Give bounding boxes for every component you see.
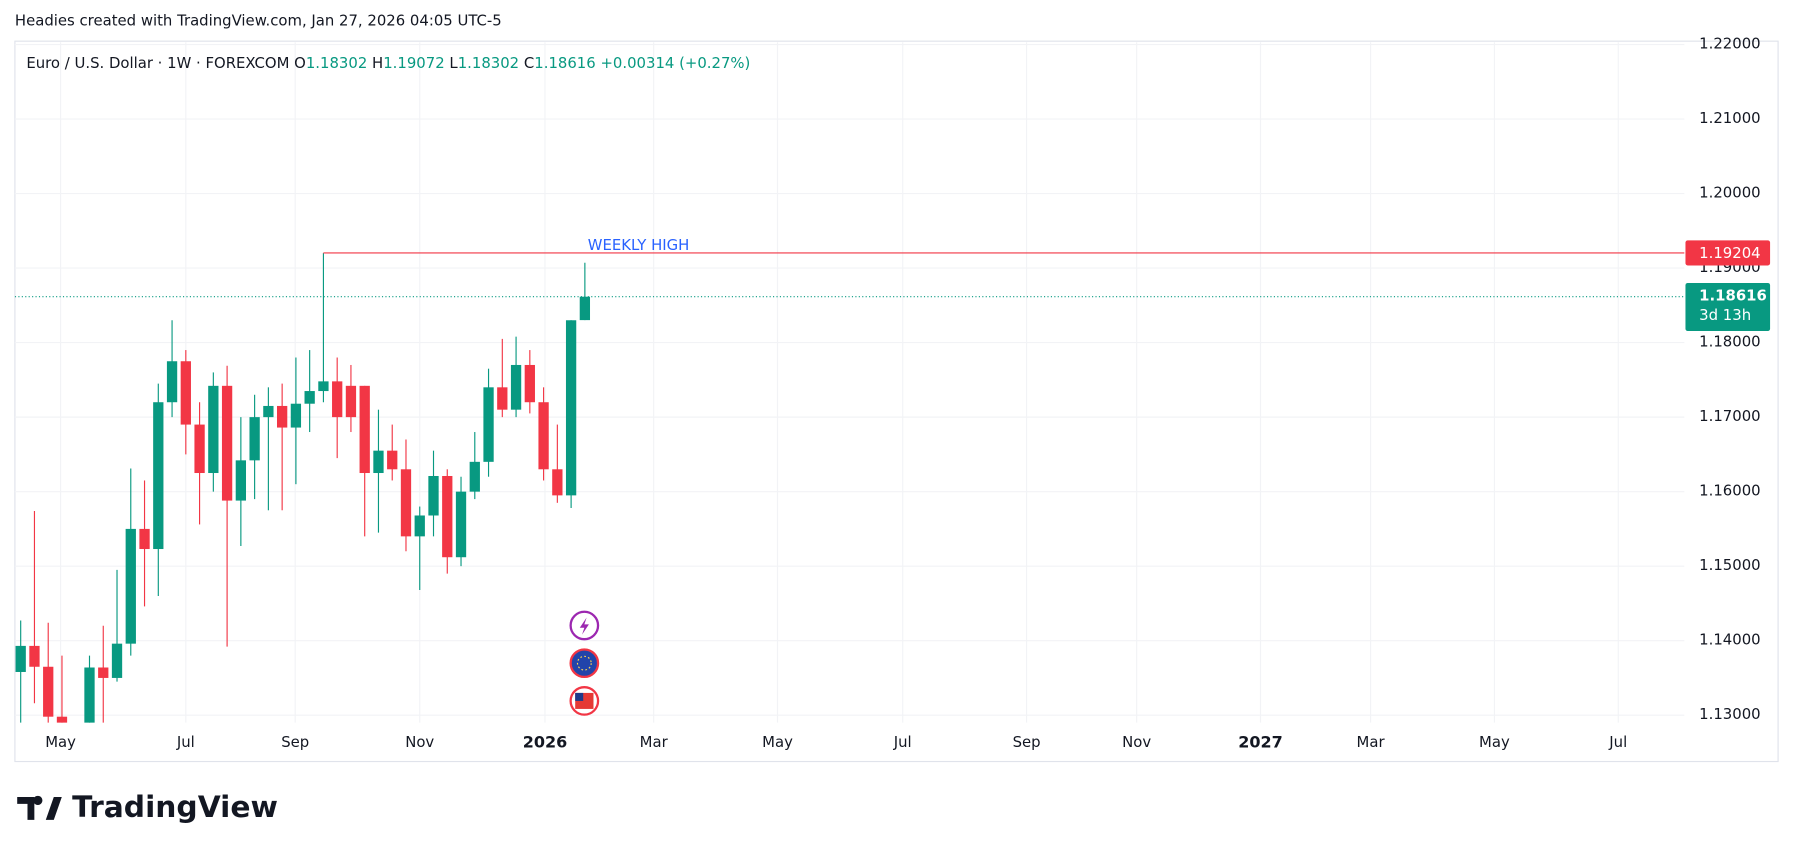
brand-logo: [17, 795, 62, 820]
candle-body: [221, 385, 233, 501]
event-icons: [569, 610, 600, 716]
candle-body: [332, 381, 343, 418]
x-tick-label: 2027: [1238, 733, 1283, 752]
price-tag-label: 1.18616: [1699, 287, 1767, 305]
candle-body: [29, 645, 40, 667]
x-tick-label: Sep: [281, 733, 309, 751]
y-tick-label: 1.21000: [1699, 109, 1760, 127]
candle-body: [373, 450, 384, 474]
candle-body: [565, 320, 577, 496]
x-tick-label: Nov: [1122, 733, 1151, 751]
candle-body: [400, 469, 412, 537]
candle-body: [84, 667, 95, 723]
candle-body: [249, 417, 260, 461]
us-flag-canton: [575, 692, 584, 701]
x-tick-label: Jul: [893, 733, 912, 751]
x-tick-label: May: [1479, 733, 1510, 751]
price-tag: [1685, 240, 1771, 266]
ohlc-label: O: [294, 54, 306, 72]
x-tick-label: Mar: [1357, 733, 1386, 751]
candle-body: [304, 391, 315, 404]
change: +0.00314 (+0.27%): [600, 54, 750, 72]
candle-body: [552, 469, 563, 496]
candle-body: [180, 361, 191, 425]
ohlc-label: L: [449, 54, 458, 72]
candle-body: [428, 475, 439, 516]
ohlc-label: C: [524, 54, 534, 72]
candle-body: [579, 296, 591, 321]
y-tick-label: 1.15000: [1699, 556, 1760, 574]
candle-body: [442, 475, 453, 558]
candle-body: [276, 405, 288, 428]
chart-frame: [14, 40, 1779, 763]
candle-body: [111, 643, 123, 678]
ohlc-value: 1.19072: [383, 54, 444, 72]
candle-body: [387, 450, 398, 470]
candle-body: [483, 387, 494, 462]
candle-body: [139, 528, 150, 550]
weekly-high-text: WEEKLY HIGH: [588, 236, 690, 254]
brand: TradingView: [17, 790, 278, 825]
candle-body: [414, 515, 425, 537]
event-icon[interactable]: [569, 648, 600, 679]
candle-body: [235, 460, 247, 501]
y-tick-label: 1.14000: [1699, 631, 1760, 649]
x-tick-label: 2026: [523, 733, 568, 752]
candle-body: [98, 667, 109, 678]
candle-body: [43, 666, 54, 717]
y-tick-label: 1.22000: [1699, 35, 1760, 53]
y-tick-label: 1.16000: [1699, 482, 1760, 500]
countdown: 3d 13h: [1699, 306, 1751, 324]
candle-body: [263, 405, 274, 418]
candle-body: [524, 364, 535, 403]
legend: Euro / U.S. Dollar · 1W · FOREXCOM O1.18…: [26, 54, 750, 72]
price-tag: [1685, 282, 1771, 332]
y-tick-label: 1.17000: [1699, 407, 1760, 425]
symbol: Euro / U.S. Dollar · 1W · FOREXCOM: [26, 54, 289, 72]
x-tick-label: May: [762, 733, 793, 751]
candle-body: [318, 381, 329, 392]
x-tick-label: Jul: [1608, 733, 1627, 751]
y-tick-label: 1.20000: [1699, 184, 1760, 202]
candle-body: [194, 424, 205, 474]
candle-body: [166, 361, 178, 403]
y-tick-label: 1.18000: [1699, 333, 1760, 351]
price-tag-label: 1.19204: [1699, 244, 1760, 262]
x-tick-label: Mar: [640, 733, 669, 751]
x-tick-label: Nov: [405, 733, 434, 751]
ohlc-label: H: [372, 54, 383, 72]
brand-name: TradingView: [72, 790, 278, 825]
y-tick-label: 1.13000: [1699, 705, 1760, 723]
caption: Headies created with TradingView.com, Ja…: [15, 12, 502, 30]
candle-body: [455, 491, 467, 558]
candle-body: [538, 402, 549, 470]
ohlc-value: 1.18302: [458, 54, 519, 72]
candle-body: [497, 387, 508, 410]
candle-body: [15, 645, 26, 672]
eu-stars: [576, 655, 592, 671]
candle-body: [153, 402, 164, 550]
candle-body: [56, 716, 68, 723]
candle-body: [510, 364, 522, 410]
x-tick-label: Sep: [1013, 733, 1041, 751]
x-tick-label: May: [45, 733, 76, 751]
candle-body: [125, 528, 136, 644]
candle-body: [290, 403, 302, 428]
ohlc-value: 1.18616: [534, 54, 595, 72]
candle-body: [208, 385, 219, 474]
candle-body: [359, 385, 370, 474]
candle-body: [345, 385, 357, 418]
event-glyph: [579, 617, 589, 635]
candle-body: [469, 461, 480, 492]
ohlc-value: 1.18302: [306, 54, 367, 72]
x-tick-label: Jul: [176, 733, 195, 751]
